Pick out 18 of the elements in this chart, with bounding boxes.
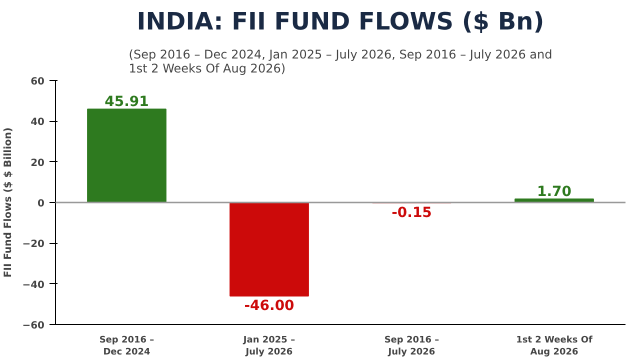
y-tick-label: −20 bbox=[22, 239, 45, 250]
y-tick-label: 0 bbox=[38, 198, 45, 210]
y-tick-label: −40 bbox=[22, 280, 45, 291]
y-tick-label: 60 bbox=[30, 76, 45, 88]
x-tick-label: 1st 2 Weeks Of Aug 2026 bbox=[516, 336, 592, 358]
y-tick-label: −60 bbox=[22, 320, 45, 332]
data-label: 1.70 bbox=[536, 184, 572, 200]
chart-title: INDIA: FII FUND FLOWS ($ Bn) bbox=[136, 8, 544, 36]
y-tick-label: 20 bbox=[30, 158, 45, 169]
x-tick-label: Sep 2016 – July 2026 bbox=[384, 336, 440, 358]
y-axis-title: FII Fund Flows ($ $ Billion) bbox=[3, 127, 14, 278]
data-label: 45.91 bbox=[104, 94, 149, 110]
data-label: -0.15 bbox=[392, 204, 432, 221]
x-tick-label: Sep 2016 – Dec 2024 bbox=[99, 336, 155, 358]
y-tick-label: 40 bbox=[30, 117, 45, 128]
data-label: -46.00 bbox=[244, 298, 295, 314]
x-tick-label: Jan 2025 – July 2026 bbox=[242, 336, 296, 358]
chart-subtitle: (Sep 2016 – Dec 2024, Jan 2025 – July 2026, Sep 2016 – July 2026 and 1st 2 Weeks Of Aug 2026) bbox=[128, 48, 552, 76]
